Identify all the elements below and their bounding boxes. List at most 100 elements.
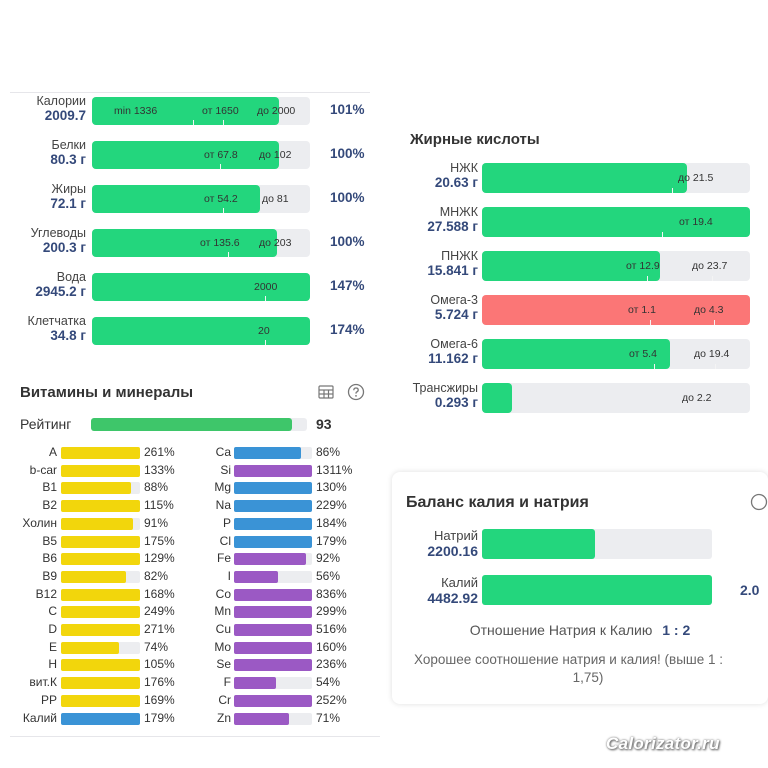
- vitamin-name: b-car: [29, 462, 57, 477]
- vitamin-percent: 74%: [144, 639, 169, 654]
- fatty-acids-title: Жирные кислоты: [410, 131, 540, 148]
- vitamin-name: Калий: [22, 710, 57, 725]
- nutrient-percent: 174%: [330, 322, 365, 337]
- mineral-bar-track: [234, 447, 312, 459]
- vitamin-bar-track: [61, 464, 140, 477]
- mineral-row: Mg 130%: [0, 480, 380, 496]
- vitamin-percent: 115%: [144, 498, 174, 513]
- nutrient-bar-tick: [223, 120, 224, 125]
- balance-message-line2: 1,75): [572, 670, 604, 685]
- mineral-bar-fill: [234, 517, 312, 530]
- balance-help-icon[interactable]: [750, 493, 768, 511]
- vitamin-name: B5: [42, 533, 57, 548]
- nutrient-row: Белки 80.3 г от 67.8 до 102 100%: [10, 138, 370, 174]
- nutrient-bar-tick: [220, 164, 221, 169]
- vitamin-row: Холин 91%: [0, 516, 380, 532]
- fatty-acid-bar-marker: до 4.3: [694, 304, 724, 316]
- vitamin-bar-fill: [61, 447, 140, 459]
- mineral-percent: 179%: [316, 533, 347, 548]
- vitamin-bar-fill: [61, 624, 140, 636]
- vitamin-row: B9 82%: [0, 569, 380, 585]
- nutrient-bar-track: min 1336 от 1650 до 2000: [92, 97, 310, 125]
- mineral-bar-track: [234, 624, 312, 636]
- fatty-acid-bar-marker: от 12.9: [626, 260, 660, 272]
- mineral-name: Cl: [219, 533, 231, 548]
- mineral-bar-fill: [234, 570, 278, 583]
- vitamin-row: PP 169%: [0, 693, 380, 709]
- vitamin-name: Холин: [22, 515, 57, 530]
- fatty-acid-row: Трансжиры 0.293 г до 2.2: [400, 381, 768, 417]
- potassium-label: Калий: [441, 575, 478, 590]
- nutrient-bar-track: от 67.8 до 102: [92, 141, 310, 169]
- fatty-acid-bar-tick: [654, 364, 655, 369]
- mineral-row: Zn 71%: [0, 711, 380, 727]
- fatty-acid-bar-tick: [650, 320, 651, 325]
- mineral-bar-track: [234, 677, 312, 690]
- mineral-bar-track: [234, 500, 312, 513]
- mineral-row: Na 229%: [0, 498, 380, 514]
- fatty-acid-value: 11.162 г: [428, 351, 478, 366]
- mineral-percent: 1311%: [316, 462, 353, 477]
- nutrient-bar-marker: до 81: [262, 193, 289, 205]
- mineral-percent: 236%: [316, 657, 347, 672]
- mineral-percent: 92%: [316, 551, 341, 566]
- mineral-row: I 56%: [0, 569, 380, 585]
- vitamin-percent: 82%: [144, 568, 169, 583]
- mineral-bar-track: [234, 517, 312, 530]
- fatty-acid-bar-marker: от 5.4: [629, 348, 657, 360]
- fatty-acid-value: 0.293 г: [434, 395, 478, 410]
- table-icon[interactable]: [318, 384, 334, 400]
- mineral-bar-fill: [234, 624, 312, 636]
- vitamin-bar-fill: [61, 482, 131, 495]
- mineral-bar-track: [234, 694, 312, 707]
- vitamin-name: E: [48, 639, 57, 654]
- mineral-name: I: [227, 568, 231, 583]
- vitamin-name: B12: [35, 586, 57, 601]
- potassium-track: [482, 575, 712, 605]
- mineral-row: Co 836%: [0, 587, 380, 603]
- fatty-acid-bar-track: до 2.2: [482, 383, 750, 413]
- mineral-name: Ca: [215, 445, 231, 459]
- fatty-acid-name: МНЖК: [439, 205, 478, 219]
- mineral-name: Mg: [214, 480, 231, 495]
- mineral-row: Si 1311%: [0, 463, 380, 479]
- vitamin-bar-track: [61, 588, 140, 601]
- rating-track: [91, 418, 307, 431]
- nutrient-bar-track: 2000: [92, 273, 310, 301]
- nutrient-value: 34.8 г: [50, 328, 86, 343]
- help-icon[interactable]: [347, 383, 365, 401]
- nutrient-bar-fill: [92, 97, 280, 125]
- vitamin-row: H 105%: [0, 657, 380, 673]
- fatty-acid-bar-tick: [714, 320, 715, 325]
- nutrient-value: 2009.7: [44, 108, 86, 123]
- nutrient-bar-fill: [92, 141, 280, 169]
- vitamin-percent: 179%: [144, 710, 175, 725]
- mineral-bar-track: [234, 641, 312, 654]
- fatty-acid-bar-fill: [482, 251, 660, 281]
- vitamin-row: b-car 133%: [0, 463, 380, 479]
- nutrient-bar-marker: 2000: [254, 281, 278, 293]
- vitamin-bar-fill: [61, 535, 140, 548]
- mineral-bar-fill: [234, 641, 312, 654]
- mineral-percent: 184%: [316, 515, 347, 530]
- mineral-name: Mo: [214, 639, 231, 654]
- mineral-bar-track: [234, 482, 312, 495]
- vitamin-name: C: [48, 604, 57, 619]
- vitamin-bar-track: [61, 694, 140, 707]
- nutrient-name: Углеводы: [30, 226, 86, 240]
- nutrient-name: Белки: [51, 138, 87, 152]
- sodium-track: [482, 529, 712, 559]
- nutrient-bar-marker: от 135.6: [200, 237, 240, 249]
- vitamin-name: B1: [42, 480, 57, 495]
- mineral-percent: 299%: [316, 604, 347, 619]
- nutrient-percent: 101%: [330, 102, 365, 117]
- sodium-label: Натрий: [433, 528, 478, 543]
- vitamin-bar-fill: [61, 712, 140, 725]
- fatty-acid-bar-marker: до 2.2: [682, 392, 712, 404]
- potassium-fill: [482, 575, 712, 605]
- vitamins-bottom-divider: [10, 736, 380, 737]
- vitamin-percent: 91%: [144, 515, 169, 530]
- mineral-row: Ca 86%: [0, 445, 380, 461]
- nutrient-bar-tick: [223, 208, 224, 213]
- nutrient-row: Углеводы 200.3 г от 135.6 до 203 100%: [10, 226, 370, 262]
